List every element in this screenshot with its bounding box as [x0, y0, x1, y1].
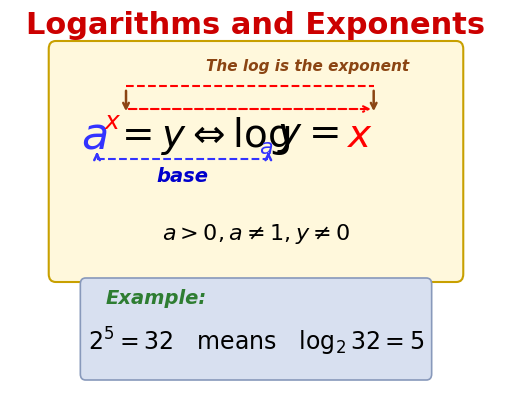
FancyBboxPatch shape: [80, 278, 432, 380]
Text: $y =$: $y =$: [277, 117, 339, 155]
Text: $x$: $x$: [347, 117, 373, 155]
Text: $= y \Leftrightarrow \log$: $= y \Leftrightarrow \log$: [114, 115, 290, 157]
Text: $2^5 = 32 \quad \mathrm{means} \quad \log_2 32 = 5$: $2^5 = 32 \quad \mathrm{means} \quad \lo…: [88, 326, 424, 358]
Text: $a$: $a$: [260, 138, 273, 158]
Text: $a > 0, a \neq 1, y \neq 0$: $a > 0, a \neq 1, y \neq 0$: [162, 222, 350, 246]
Text: $a$: $a$: [81, 114, 108, 158]
Text: base: base: [156, 166, 208, 185]
FancyBboxPatch shape: [49, 41, 463, 282]
Text: Logarithms and Exponents: Logarithms and Exponents: [27, 11, 485, 40]
Text: Example:: Example:: [106, 290, 207, 309]
Text: The log is the exponent: The log is the exponent: [206, 59, 409, 74]
Text: $x$: $x$: [104, 110, 122, 134]
